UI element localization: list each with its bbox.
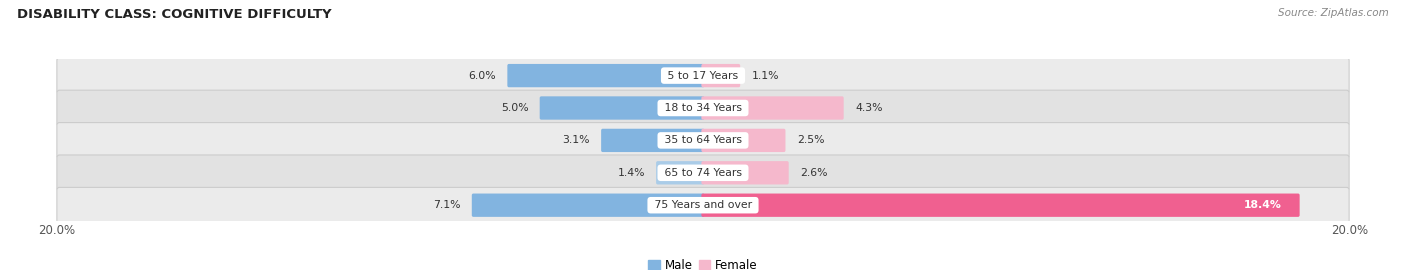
Text: 5.0%: 5.0% bbox=[501, 103, 529, 113]
FancyBboxPatch shape bbox=[657, 161, 704, 184]
FancyBboxPatch shape bbox=[56, 90, 1350, 126]
Text: 2.6%: 2.6% bbox=[800, 168, 828, 178]
FancyBboxPatch shape bbox=[702, 194, 1299, 217]
Text: Source: ZipAtlas.com: Source: ZipAtlas.com bbox=[1278, 8, 1389, 18]
Text: 5 to 17 Years: 5 to 17 Years bbox=[664, 70, 742, 81]
FancyBboxPatch shape bbox=[702, 161, 789, 184]
Text: 18 to 34 Years: 18 to 34 Years bbox=[661, 103, 745, 113]
FancyBboxPatch shape bbox=[702, 129, 786, 152]
Text: 6.0%: 6.0% bbox=[468, 70, 496, 81]
FancyBboxPatch shape bbox=[56, 187, 1350, 223]
FancyBboxPatch shape bbox=[540, 96, 704, 120]
FancyBboxPatch shape bbox=[702, 64, 740, 87]
Text: 1.1%: 1.1% bbox=[752, 70, 779, 81]
Text: 3.1%: 3.1% bbox=[562, 135, 591, 146]
Text: 1.4%: 1.4% bbox=[617, 168, 645, 178]
Text: 65 to 74 Years: 65 to 74 Years bbox=[661, 168, 745, 178]
FancyBboxPatch shape bbox=[472, 194, 704, 217]
Text: 7.1%: 7.1% bbox=[433, 200, 461, 210]
Text: 18.4%: 18.4% bbox=[1244, 200, 1282, 210]
FancyBboxPatch shape bbox=[56, 58, 1350, 93]
Text: 4.3%: 4.3% bbox=[855, 103, 883, 113]
FancyBboxPatch shape bbox=[602, 129, 704, 152]
FancyBboxPatch shape bbox=[56, 155, 1350, 191]
Legend: Male, Female: Male, Female bbox=[644, 255, 762, 270]
Text: DISABILITY CLASS: COGNITIVE DIFFICULTY: DISABILITY CLASS: COGNITIVE DIFFICULTY bbox=[17, 8, 332, 21]
Text: 2.5%: 2.5% bbox=[797, 135, 824, 146]
Text: 35 to 64 Years: 35 to 64 Years bbox=[661, 135, 745, 146]
FancyBboxPatch shape bbox=[702, 96, 844, 120]
FancyBboxPatch shape bbox=[56, 123, 1350, 158]
Text: 75 Years and over: 75 Years and over bbox=[651, 200, 755, 210]
FancyBboxPatch shape bbox=[508, 64, 704, 87]
